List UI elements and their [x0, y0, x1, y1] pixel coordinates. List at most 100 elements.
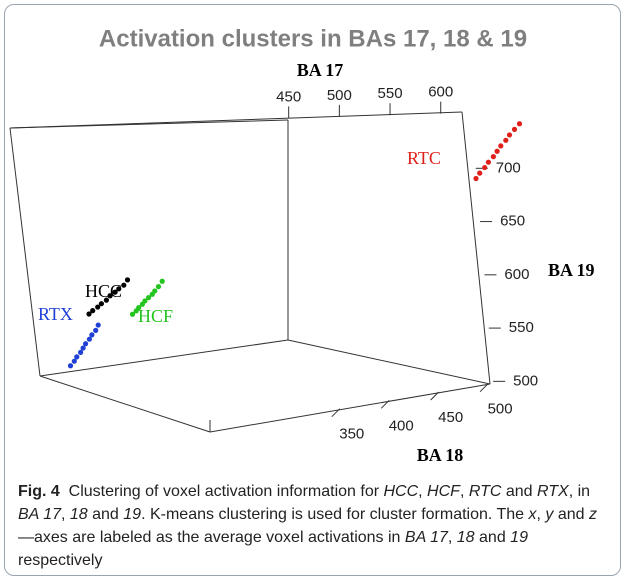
caption-run: and — [501, 483, 538, 500]
data-point — [112, 289, 118, 295]
z-axis-label: BA 19 — [548, 260, 595, 280]
caption-run: HCC — [383, 483, 419, 500]
caption-run: , — [459, 483, 469, 500]
caption-run: 19 — [510, 529, 528, 546]
data-point — [124, 277, 131, 283]
caption-run: x — [528, 506, 537, 523]
data-point — [494, 148, 500, 154]
caption-run: y — [545, 506, 554, 523]
data-point — [95, 304, 101, 310]
x-tick-label: 600 — [428, 84, 453, 101]
data-point — [121, 282, 127, 288]
cluster-label: RTX — [38, 304, 73, 324]
caption-run: BA 17 — [404, 529, 448, 546]
caption-run: BA 17 — [18, 506, 61, 523]
data-point — [490, 154, 496, 160]
caption-run: 18 — [69, 506, 88, 523]
data-point — [482, 164, 488, 171]
cluster-label: RTC — [407, 148, 441, 168]
caption-run: , — [418, 483, 428, 500]
data-point — [78, 349, 84, 355]
data-point — [83, 341, 89, 347]
data-point — [516, 121, 523, 127]
y-tick-label: 350 — [339, 426, 364, 443]
data-point — [80, 345, 86, 351]
data-point — [498, 143, 504, 149]
caption-run: , — [447, 529, 457, 546]
x-tick-label: 450 — [276, 88, 301, 105]
data-point — [473, 175, 479, 182]
y-axis-label: BA 18 — [417, 445, 464, 465]
data-point — [86, 336, 92, 342]
figure-frame — [4, 4, 621, 576]
y-tick — [430, 391, 440, 401]
data-point — [159, 278, 165, 284]
caption-run: Clustering of voxel activation informati… — [59, 483, 384, 500]
caption-run: . K-means clustering is used for cluster… — [141, 506, 529, 523]
data-point — [142, 298, 148, 304]
z-tick-label: 600 — [504, 266, 529, 283]
caption-run: RTC — [468, 483, 502, 500]
data-point — [506, 132, 513, 138]
cluster-label: HCF — [138, 306, 173, 326]
caption-run: and — [87, 506, 124, 523]
data-point — [152, 288, 158, 294]
data-point — [86, 311, 92, 317]
caption-run: RTX — [537, 483, 569, 500]
data-point — [503, 137, 509, 143]
data-point — [116, 286, 122, 292]
caption-run: and — [474, 529, 511, 546]
y-tick — [331, 408, 341, 418]
caption-run: , — [536, 506, 546, 523]
data-point — [93, 327, 99, 333]
y-tick-label: 450 — [438, 409, 463, 426]
data-point — [477, 170, 483, 176]
x-tick-label: 500 — [327, 87, 352, 104]
chart: Activation clusters in BAs 17, 18 & 19 B… — [9, 25, 595, 465]
data-point — [146, 295, 152, 301]
x-axis-label: BA 17 — [297, 60, 344, 80]
z-tick-label: 500 — [513, 372, 538, 389]
caption-run: , — [61, 506, 70, 523]
caption-run: , in — [568, 483, 595, 500]
chart-title: Activation clusters in BAs 17, 18 & 19 — [99, 25, 527, 52]
caption-run: 19 — [123, 506, 142, 523]
data-point — [107, 293, 113, 299]
caption-run: respectively — [18, 529, 533, 569]
data-point — [103, 297, 109, 303]
z-tick-label: 650 — [500, 213, 525, 230]
data-point — [129, 311, 136, 317]
data-point — [98, 301, 104, 307]
series-points — [67, 322, 101, 369]
figure-caption: Fig. 4 Clustering of voxel activation in… — [18, 480, 610, 572]
data-point — [511, 126, 518, 132]
data-point — [136, 305, 142, 311]
cluster-label: HCC — [85, 281, 122, 301]
box-wireframe — [9, 111, 491, 433]
series-points — [86, 277, 131, 317]
data-point — [485, 159, 491, 165]
z-tick-label: 550 — [509, 319, 534, 336]
series-points — [473, 121, 523, 182]
data-point — [89, 332, 95, 338]
caption-run: HCF — [427, 483, 460, 500]
x-tick-label: 550 — [378, 85, 403, 102]
data-point — [95, 322, 101, 328]
y-tick — [479, 383, 489, 393]
data-point — [67, 363, 74, 369]
data-point — [90, 308, 96, 314]
series-points — [129, 278, 165, 317]
y-tick-label: 500 — [488, 401, 513, 418]
data-point — [155, 284, 162, 290]
caption-run: 18 — [456, 529, 475, 546]
y-tick — [380, 399, 390, 409]
caption-run: —axes are labeled as the average voxel a… — [18, 529, 405, 546]
data-point — [74, 354, 80, 360]
y-tick-label: 400 — [389, 417, 414, 434]
caption-run: Fig. 4 — [18, 483, 60, 500]
z-tick-label: 700 — [496, 159, 521, 176]
data-point — [71, 358, 77, 364]
caption-run: z — [588, 506, 597, 523]
caption-run: and — [553, 506, 589, 523]
